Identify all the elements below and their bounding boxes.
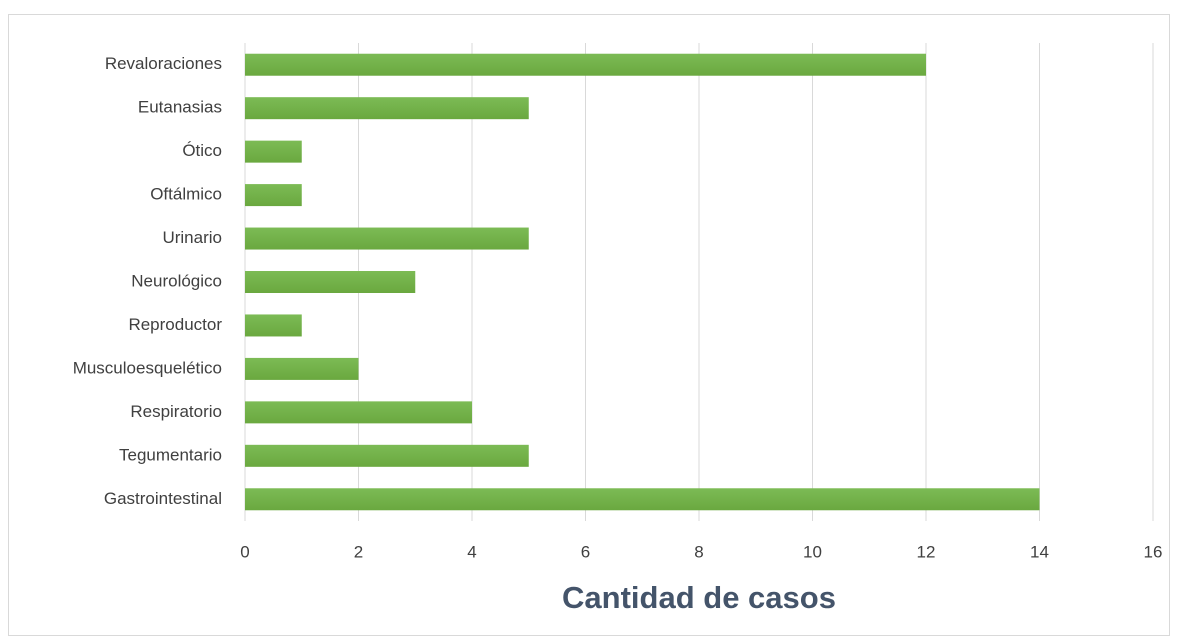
bar: [245, 488, 1040, 511]
x-tick-label: 8: [694, 542, 703, 561]
x-axis-title: Cantidad de casos: [562, 580, 836, 615]
y-tick-label: Ótico: [182, 141, 222, 160]
y-tick-label: Neurológico: [131, 271, 222, 290]
y-tick-label: Gastrointestinal: [104, 489, 222, 508]
y-tick-label: Revaloraciones: [105, 54, 222, 73]
bar: [245, 314, 302, 337]
bar: [245, 227, 529, 250]
bar: [245, 444, 529, 467]
chart-frame: [8, 14, 1170, 636]
y-tick-label: Reproductor: [128, 315, 222, 334]
x-tick-label: 6: [581, 542, 590, 561]
y-tick-label: Eutanasias: [138, 98, 222, 117]
x-tick-label: 4: [467, 542, 476, 561]
x-tick-label: 0: [240, 542, 249, 561]
bar: [245, 357, 359, 380]
y-tick-label: Musculoesquelético: [73, 358, 222, 377]
x-tick-label: 16: [1144, 542, 1163, 561]
y-tick-label: Urinario: [162, 228, 222, 247]
x-tick-label: 10: [803, 542, 822, 561]
bar: [245, 271, 416, 293]
bar: [245, 97, 529, 120]
y-tick-label: Respiratorio: [130, 402, 222, 421]
bar: [245, 53, 926, 76]
x-tick-label: 12: [917, 542, 936, 561]
x-tick-label: 14: [1030, 542, 1049, 561]
bar: [245, 401, 472, 424]
x-tick-label: 2: [354, 542, 363, 561]
bar: [245, 184, 302, 207]
bar: [245, 140, 302, 163]
y-tick-label: Oftálmico: [150, 185, 222, 204]
y-tick-label: Tegumentario: [119, 445, 222, 464]
